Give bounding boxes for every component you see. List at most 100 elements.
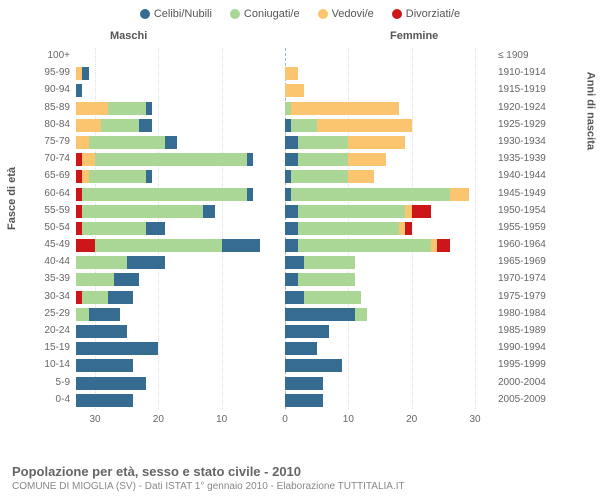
pyramid-row: 40-441965-1969 [40, 254, 550, 271]
pyramid-row: 50-541955-1959 [40, 220, 550, 237]
bar-segment [76, 308, 89, 321]
age-label: 60-64 [38, 188, 70, 199]
row-plot [76, 237, 494, 254]
female-bar [285, 119, 494, 132]
bar-segment [247, 188, 253, 201]
bar-segment [76, 342, 158, 355]
pyramid-row: 60-641945-1949 [40, 186, 550, 203]
pyramid-row: 90-941915-1919 [40, 82, 550, 99]
bar-segment [114, 273, 139, 286]
female-bar [285, 188, 494, 201]
x-tick: 20 [406, 414, 417, 425]
legend-label: Coniugati/e [244, 8, 300, 20]
pyramid-row: 75-791930-1934 [40, 134, 550, 151]
bar-segment [285, 256, 304, 269]
pyramid-row: 55-591950-1954 [40, 203, 550, 220]
x-tick: 0 [282, 414, 288, 425]
pyramid-row: 100+≤ 1909 [40, 48, 550, 65]
age-label: 25-29 [38, 308, 70, 319]
bar-segment [304, 291, 361, 304]
pyramid-row: 85-891920-1924 [40, 100, 550, 117]
birth-label: 1910-1914 [498, 67, 552, 78]
bar-segment [291, 102, 399, 115]
row-plot [76, 271, 494, 288]
female-bar [285, 359, 494, 372]
pyramid-row: 65-69 1940-1944 [40, 168, 550, 185]
row-plot [76, 168, 494, 185]
birth-label: 1970-1974 [498, 273, 552, 284]
bar-segment [291, 119, 316, 132]
bar-segment [298, 153, 349, 166]
bar-segment [108, 102, 146, 115]
age-label: 45-49 [38, 239, 70, 250]
row-plot [76, 203, 494, 220]
female-bar [285, 170, 494, 183]
plot-area: 100+≤ 190995-991910-191490-941915-191985… [40, 48, 550, 428]
birth-label: 1975-1979 [498, 291, 552, 302]
bar-segment [139, 119, 152, 132]
bar-segment [348, 170, 373, 183]
bar-segment [348, 153, 386, 166]
row-plot [76, 254, 494, 271]
bar-segment [285, 136, 298, 149]
row-plot [76, 65, 494, 82]
chart-container: Celibi/Nubili Coniugati/e Vedovi/e Divorzia… [0, 0, 600, 500]
pyramid-row: 35-391970-1974 [40, 271, 550, 288]
male-bar [76, 205, 285, 218]
birth-label: 1990-1994 [498, 342, 552, 353]
row-plot [76, 323, 494, 340]
bar-segment [146, 102, 152, 115]
bar-segment [76, 119, 101, 132]
female-bar [285, 136, 494, 149]
pyramid-row: 25-291980-1984 [40, 306, 550, 323]
bar-segment [412, 205, 431, 218]
male-bar [76, 394, 285, 407]
bar-segment [285, 308, 355, 321]
pyramid-row: 95-991910-1914 [40, 65, 550, 82]
pyramid-row: 45-491960-1964 [40, 237, 550, 254]
legend-label: Vedovi/e [332, 8, 374, 20]
legend-item: Vedovi/e [318, 8, 374, 20]
age-label: 15-19 [38, 342, 70, 353]
bar-segment [298, 222, 399, 235]
bar-segment [285, 325, 329, 338]
pyramid-row: 0-42005-2009 [40, 392, 550, 409]
x-tick: 30 [89, 414, 100, 425]
bar-segment [222, 239, 260, 252]
male-bar [76, 256, 285, 269]
legend-label: Divorziati/e [406, 8, 460, 20]
left-axis-title: Fasce di età [6, 167, 18, 230]
bar-segment [405, 222, 411, 235]
bar-segment [298, 136, 349, 149]
bar-segment [82, 153, 95, 166]
female-bar [285, 222, 494, 235]
male-bar [76, 84, 285, 97]
row-plot [76, 220, 494, 237]
age-label: 40-44 [38, 256, 70, 267]
female-bar [285, 325, 494, 338]
bar-segment [76, 377, 146, 390]
bar-segment [285, 153, 298, 166]
birth-label: 1925-1929 [498, 119, 552, 130]
female-label: Femmine [390, 30, 438, 42]
x-tick: 10 [216, 414, 227, 425]
birth-label: 1940-1944 [498, 170, 552, 181]
age-label: 55-59 [38, 205, 70, 216]
age-label: 65-69 [38, 170, 70, 181]
female-bar [285, 153, 494, 166]
bar-segment [76, 394, 133, 407]
bar-segment [317, 119, 412, 132]
bar-segment [76, 273, 114, 286]
male-bar [76, 170, 285, 183]
bar-segment [146, 170, 152, 183]
female-bar [285, 239, 494, 252]
birth-label: 1930-1934 [498, 136, 552, 147]
male-bar [76, 153, 285, 166]
row-plot [76, 375, 494, 392]
birth-label: 2005-2009 [498, 394, 552, 405]
male-bar [76, 50, 285, 63]
pyramid-row: 80-841925-1929 [40, 117, 550, 134]
legend-label: Celibi/Nubili [154, 8, 212, 20]
female-bar [285, 67, 494, 80]
male-label: Maschi [110, 30, 147, 42]
